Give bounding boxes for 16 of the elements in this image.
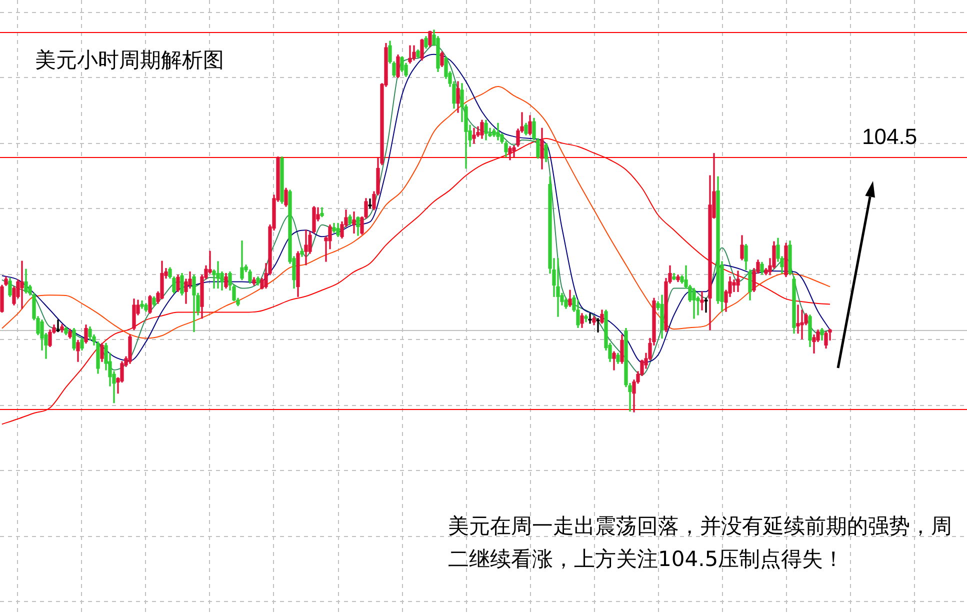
candlestick [368,198,372,209]
candlestick [588,313,592,324]
candlestick [700,291,704,310]
text: 104.5 [862,124,918,150]
candlestick [596,318,600,332]
candlestick [56,320,60,332]
candlestick [556,258,560,317]
candlestick [352,211,356,234]
candlestick [704,298,708,313]
candlestick [208,250,212,274]
text: 美元小时周期解析图 [35,48,224,72]
candlestick [216,261,220,289]
candlestick [20,260,24,309]
text: 美元在周一走出震荡回落，并没有延续前期的强势，周二继续看涨，上方关注104.5压制点得失！ [448,513,953,573]
candlestick [304,230,308,266]
candlestick [408,45,412,64]
